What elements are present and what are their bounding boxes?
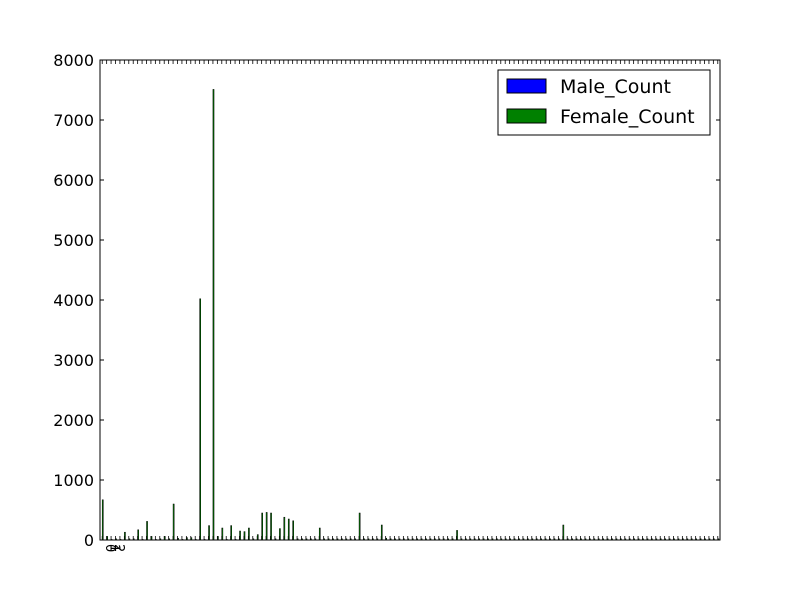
- y-tick-label-5000: 5000: [53, 231, 94, 250]
- y-axis: 0 1000 2000 3000 4000 5000 6000 7000 8000: [53, 51, 720, 550]
- legend: Male_Count Female_Count: [497, 69, 711, 136]
- legend-label-female-count: Female_Count: [560, 106, 695, 128]
- legend-swatch-male-count: [506, 78, 547, 94]
- bar-female-count-22: [199, 298, 201, 541]
- y-tick-label-7000: 7000: [53, 111, 94, 130]
- bar-female-count-16: [172, 503, 175, 541]
- x-axis: 012: [101, 60, 719, 552]
- y-tick-label-0: 0: [84, 531, 94, 550]
- legend-swatch-female-count: [506, 108, 547, 124]
- bar-female-count-25: [212, 89, 215, 541]
- x-tick-label-1: 1: [107, 544, 122, 552]
- y-tick-label-1000: 1000: [53, 471, 94, 490]
- y-tick-label-4000: 4000: [53, 291, 94, 310]
- y-tick-label-6000: 6000: [53, 171, 94, 190]
- x-tick-label-0: 0: [102, 544, 117, 552]
- bar-female-count-36: [261, 512, 264, 541]
- bar-female-count-38: [270, 512, 272, 541]
- legend-label-male-count: Male_Count: [560, 76, 671, 98]
- bar-female-count-37: [265, 512, 268, 541]
- x-tick-label-2: 2: [111, 544, 126, 552]
- bar-female-count-0: [101, 499, 104, 541]
- y-tick-label-8000: 8000: [53, 51, 94, 70]
- bars-group: [101, 89, 720, 541]
- y-tick-label-2000: 2000: [53, 411, 94, 430]
- bar-female-count-58: [358, 512, 361, 541]
- y-tick-label-3000: 3000: [53, 351, 94, 370]
